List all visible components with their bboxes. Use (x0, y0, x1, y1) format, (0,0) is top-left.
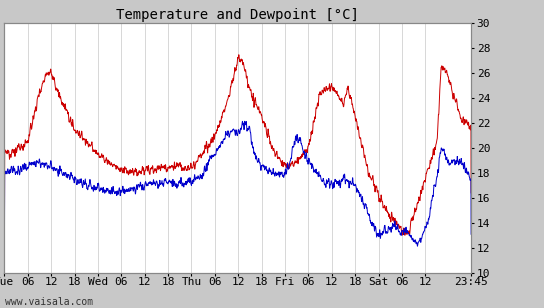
Title: Temperature and Dewpoint [°C]: Temperature and Dewpoint [°C] (116, 8, 359, 22)
Text: www.vaisala.com: www.vaisala.com (5, 297, 94, 307)
